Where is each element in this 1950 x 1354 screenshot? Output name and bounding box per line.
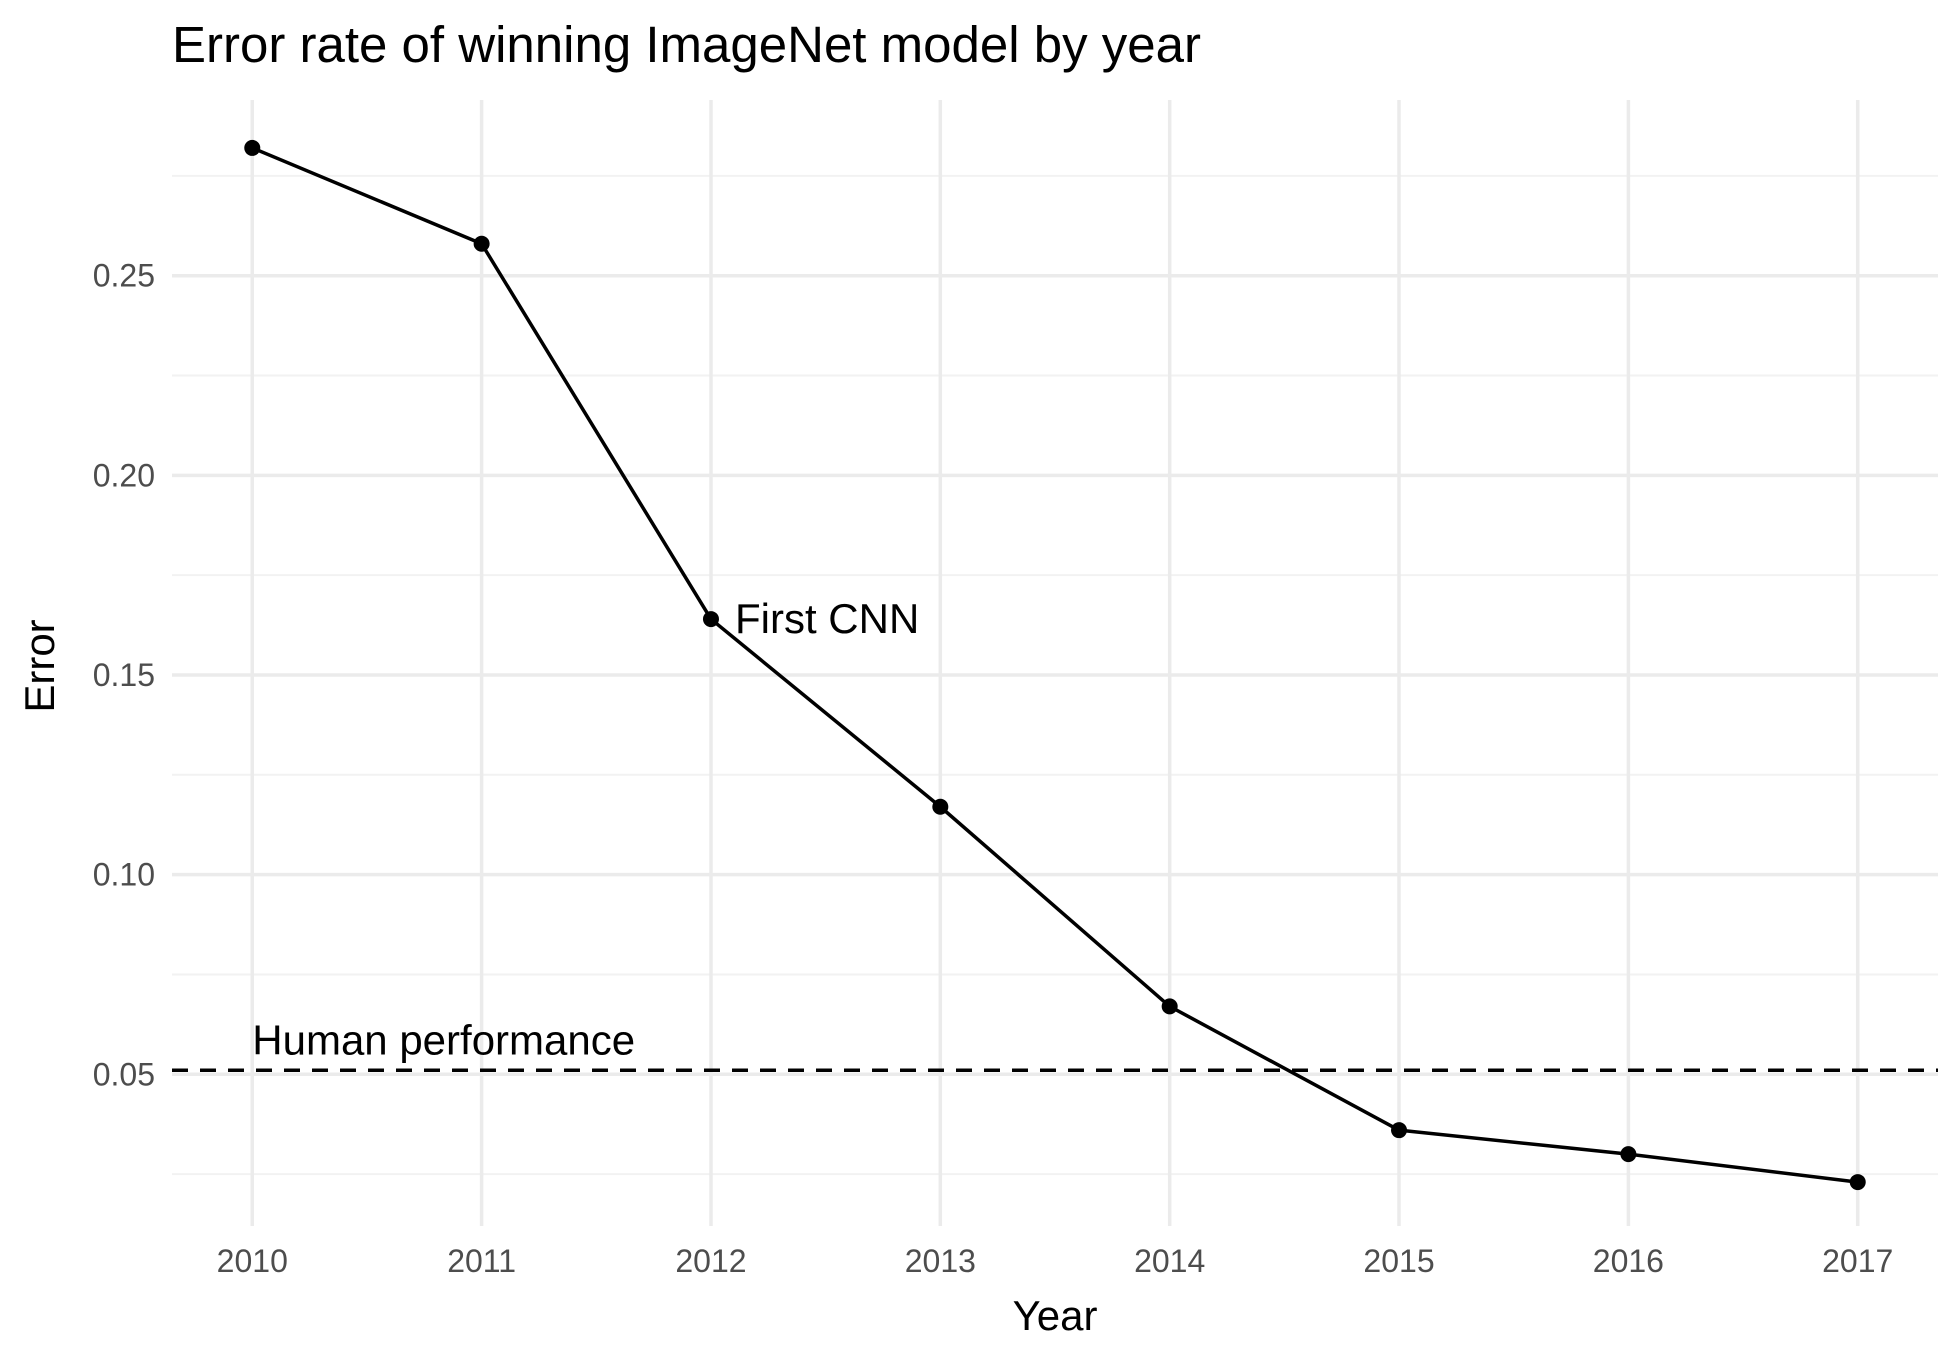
y-tick-label-3: 0.20 bbox=[93, 457, 155, 493]
human-performance-label: Human performance bbox=[252, 1016, 635, 1063]
data-point-2011 bbox=[473, 235, 490, 252]
x-tick-label-1: 2011 bbox=[447, 1243, 516, 1279]
x-tick-label-5: 2015 bbox=[1363, 1243, 1434, 1279]
data-points bbox=[244, 139, 1866, 1191]
x-tick-label-4: 2014 bbox=[1134, 1243, 1205, 1279]
x-axis-ticks: 2010 2011 2012 2013 2014 2015 2016 2017 bbox=[217, 1243, 1894, 1279]
data-point-2014 bbox=[1161, 998, 1178, 1015]
x-axis-title: Year bbox=[1013, 1292, 1098, 1339]
reference-line-group: Human performance bbox=[172, 1016, 1938, 1073]
x-tick-label-2: 2012 bbox=[675, 1243, 746, 1279]
data-point-2015 bbox=[1391, 1122, 1408, 1139]
series-line-0 bbox=[251, 146, 1858, 1184]
data-point-2012 bbox=[702, 611, 719, 628]
y-axis-ticks: 0.05 0.10 0.15 0.20 0.25 bbox=[93, 258, 155, 1093]
annotations: First CNN bbox=[735, 595, 919, 642]
data-point-2017 bbox=[1849, 1174, 1866, 1191]
data-point-2013 bbox=[932, 798, 949, 815]
y-tick-label-4: 0.25 bbox=[93, 258, 155, 294]
annotation-first-cnn: First CNN bbox=[735, 595, 919, 642]
data-point-2016 bbox=[1620, 1146, 1637, 1163]
x-tick-label-6: 2016 bbox=[1593, 1243, 1664, 1279]
y-axis-title: Error bbox=[16, 619, 63, 712]
y-tick-label-2: 0.15 bbox=[93, 657, 155, 693]
data-point-2010 bbox=[244, 139, 261, 156]
x-tick-label-0: 2010 bbox=[217, 1243, 288, 1279]
x-tick-label-3: 2013 bbox=[905, 1243, 976, 1279]
y-tick-label-1: 0.10 bbox=[93, 857, 155, 893]
grid-lines bbox=[172, 100, 1938, 1226]
x-tick-label-7: 2017 bbox=[1822, 1243, 1893, 1279]
y-tick-label-0: 0.05 bbox=[93, 1056, 155, 1092]
series-group bbox=[251, 146, 1858, 1184]
chart-title: Error rate of winning ImageNet model by … bbox=[172, 16, 1201, 73]
